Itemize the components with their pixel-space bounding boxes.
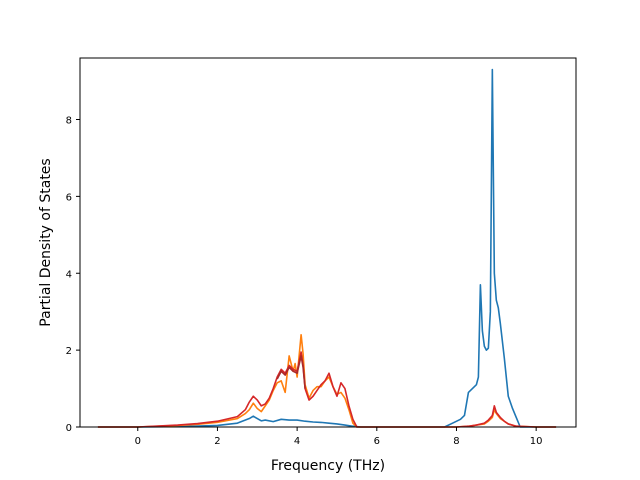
y-tick-label: 0 [66, 423, 72, 434]
axes-frame [79, 57, 577, 428]
series-line-3 [97, 351, 557, 428]
y-axis-ticks: 0 2 4 6 8 [66, 116, 80, 434]
x-axis-ticks: 0 2 4 6 8 10 [135, 427, 543, 447]
y-tick-label: 2 [66, 346, 72, 357]
y-tick-label: 8 [66, 116, 72, 127]
series-line-1 [97, 68, 557, 428]
x-tick-label: 2 [214, 436, 220, 447]
x-tick-label: 8 [453, 436, 459, 447]
series-line-2 [97, 333, 557, 428]
x-tick-label: 6 [374, 436, 380, 447]
x-tick-label: 4 [294, 436, 300, 447]
x-axis-label: Frequency (THz) [271, 458, 385, 474]
y-tick-label: 6 [66, 192, 72, 203]
x-tick-label: 0 [135, 436, 141, 447]
plot-area [97, 68, 557, 428]
y-tick-label: 4 [66, 269, 72, 280]
y-axis-label: Partial Density of States [38, 158, 54, 326]
x-tick-label: 10 [530, 436, 543, 447]
series-line-4 [276, 355, 306, 389]
